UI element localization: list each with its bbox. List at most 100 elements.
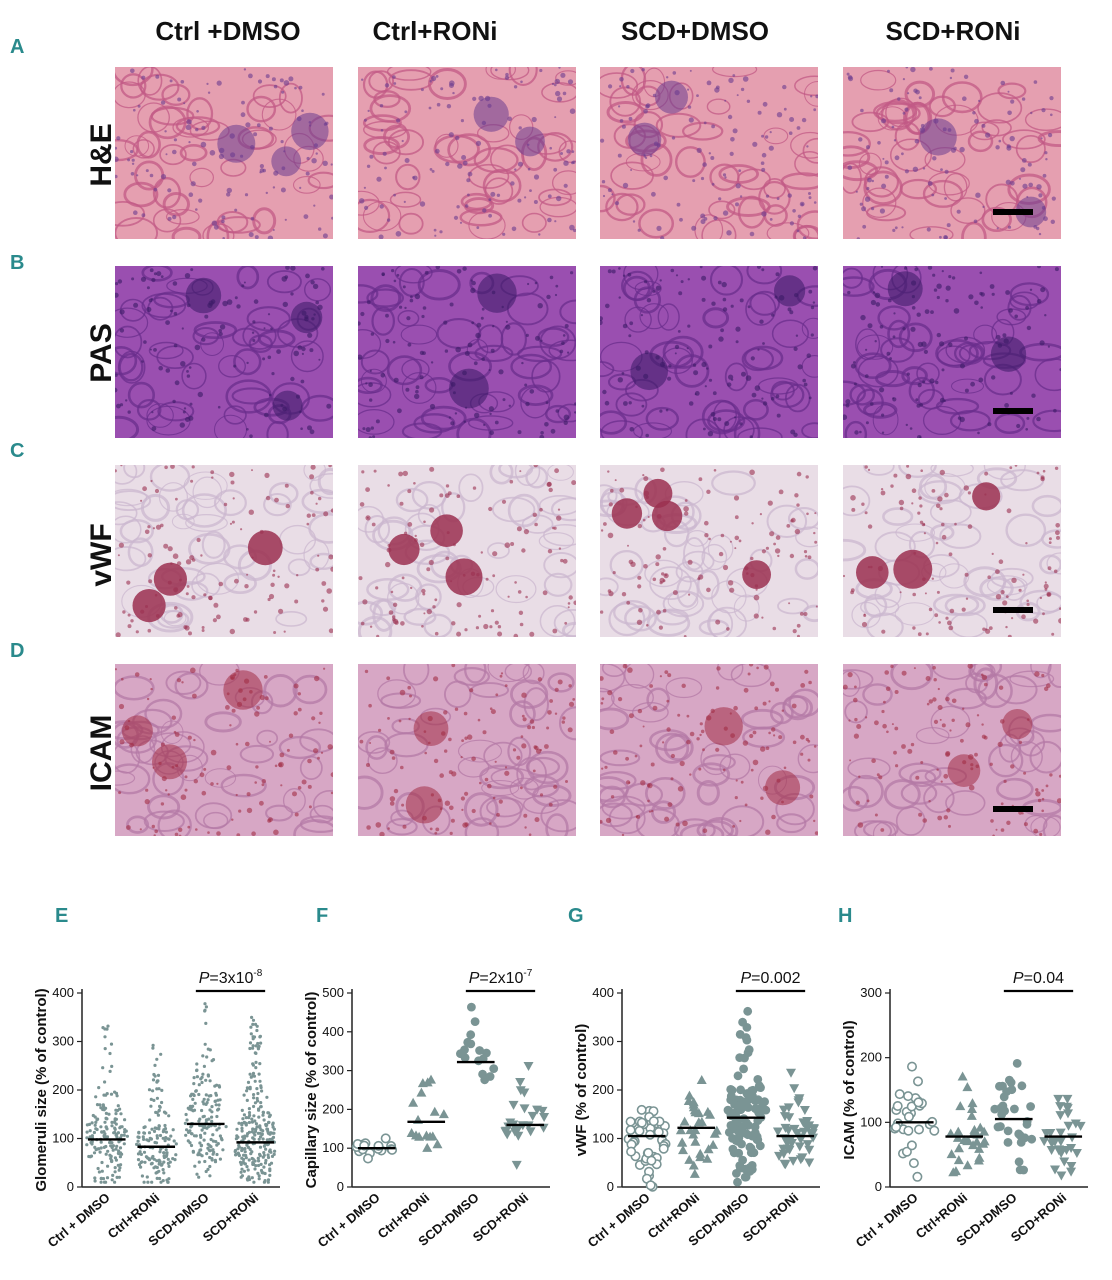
data-point	[200, 1154, 204, 1158]
data-point	[242, 1169, 246, 1173]
data-point	[500, 1127, 511, 1137]
p-value-label: P=3x10-8	[199, 968, 263, 987]
data-point	[247, 1120, 251, 1125]
data-point	[252, 1096, 256, 1100]
y-axis-label: vWF (% of control)	[573, 1024, 590, 1156]
data-point	[99, 1177, 103, 1181]
data-point	[116, 1104, 120, 1108]
data-point	[466, 1030, 476, 1040]
data-point	[167, 1164, 171, 1168]
data-point	[164, 1130, 168, 1134]
data-point	[253, 1167, 257, 1171]
data-point	[1066, 1167, 1077, 1177]
data-point	[1027, 1134, 1037, 1144]
data-point	[967, 1098, 978, 1108]
data-point	[101, 1066, 105, 1070]
data-point	[197, 1092, 201, 1097]
data-point	[189, 1105, 194, 1109]
data-point	[113, 1117, 117, 1121]
data-point	[263, 1179, 267, 1183]
data-point	[145, 1138, 149, 1142]
data-point	[807, 1129, 818, 1139]
data-point	[100, 1130, 104, 1134]
data-point	[159, 1052, 163, 1056]
data-point	[114, 1147, 118, 1151]
data-point	[523, 1062, 534, 1072]
data-point	[256, 1131, 260, 1135]
data-point	[268, 1163, 272, 1167]
data-point	[1067, 1133, 1078, 1143]
data-point	[268, 1132, 272, 1136]
data-point	[191, 1150, 195, 1154]
data-point	[193, 1164, 197, 1168]
data-point	[247, 1130, 251, 1134]
data-point	[263, 1161, 268, 1165]
micrograph-he-4	[843, 67, 1061, 239]
data-point	[154, 1141, 159, 1145]
data-point	[705, 1109, 716, 1119]
data-point	[1014, 1157, 1024, 1167]
data-point	[198, 1133, 203, 1137]
data-point	[257, 1107, 261, 1111]
data-point	[249, 1075, 253, 1079]
data-point	[114, 1108, 118, 1112]
data-point	[237, 1145, 241, 1149]
data-point	[804, 1158, 815, 1168]
data-point	[742, 1035, 752, 1045]
column-title-scd-dmso: SCD+DMSO	[620, 16, 770, 46]
data-point	[626, 1146, 637, 1157]
data-point	[210, 1119, 214, 1123]
data-point	[527, 1111, 538, 1121]
data-point	[1046, 1146, 1057, 1156]
data-point	[204, 1093, 208, 1097]
data-point	[142, 1125, 146, 1130]
data-point	[162, 1160, 166, 1164]
data-point	[208, 1048, 212, 1052]
data-point	[163, 1139, 167, 1143]
category-label: SCD+RONi	[470, 1190, 531, 1245]
data-point	[196, 1153, 200, 1157]
data-point	[202, 1138, 206, 1142]
data-point	[95, 1127, 99, 1132]
data-point	[199, 1148, 203, 1152]
data-point	[724, 1106, 734, 1116]
micrograph-icam-4	[843, 664, 1061, 836]
y-tick-label: 200	[860, 1050, 882, 1065]
data-point	[519, 1104, 530, 1114]
data-point	[634, 1125, 645, 1136]
data-point	[258, 1152, 262, 1156]
y-axis-label: ICAM (% of control)	[841, 1020, 858, 1159]
data-point	[643, 1147, 654, 1158]
micrograph-he-2	[358, 67, 576, 239]
data-point	[108, 1140, 112, 1144]
data-point	[241, 1157, 246, 1162]
data-point	[417, 1078, 428, 1088]
data-point	[118, 1126, 122, 1130]
data-point	[204, 1021, 208, 1025]
scale-bar	[993, 607, 1033, 613]
tissue-image	[115, 266, 333, 438]
data-point	[272, 1152, 276, 1156]
data-point	[760, 1097, 769, 1107]
data-point	[974, 1143, 985, 1153]
data-point	[103, 1120, 107, 1124]
data-point	[158, 1104, 162, 1108]
data-point	[1019, 1165, 1028, 1175]
y-tick-label: 200	[52, 1082, 74, 1097]
micrograph-pas-1	[115, 266, 333, 438]
data-point	[88, 1135, 92, 1139]
data-point	[258, 1145, 263, 1149]
data-point	[738, 1155, 747, 1165]
data-point	[747, 1165, 757, 1174]
data-point	[1053, 1146, 1064, 1156]
data-point	[104, 1106, 108, 1110]
data-point	[997, 1110, 1007, 1119]
data-point	[151, 1078, 156, 1082]
data-point	[114, 1091, 119, 1095]
data-point	[946, 1149, 957, 1159]
data-point	[256, 1041, 260, 1046]
data-point	[248, 1046, 252, 1051]
data-point	[519, 1088, 530, 1098]
data-point	[157, 1169, 161, 1173]
data-point	[159, 1180, 163, 1184]
